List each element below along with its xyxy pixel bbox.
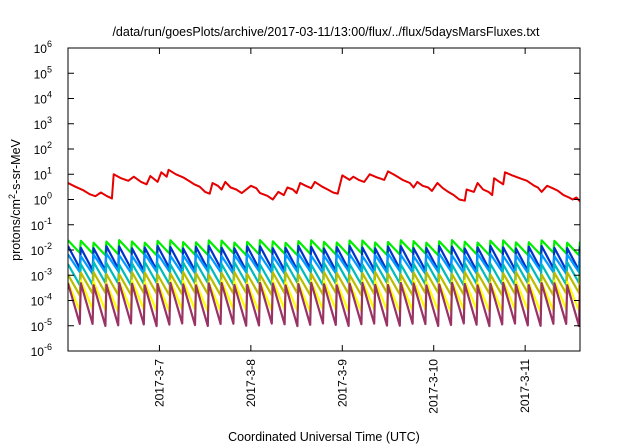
x-tick-label: 2017-3-10	[427, 359, 441, 414]
y-tick-label: 103	[34, 115, 52, 132]
y-tick-label: 101	[34, 165, 52, 182]
x-tick-label: 2017-3-7	[152, 359, 166, 407]
x-tick-label: 2017-3-8	[244, 359, 258, 407]
series-line-8	[68, 281, 580, 328]
x-tick-label: 2017-3-9	[335, 359, 349, 407]
y-tick-label: 100	[34, 191, 52, 208]
y-tick-label: 10-3	[31, 266, 52, 283]
y-tick-label: 10-5	[31, 317, 52, 334]
x-tick-label: 2017-3-11	[518, 359, 532, 413]
y-tick-label: 10-1	[31, 216, 52, 233]
y-axis-label: protons/cm2-s-sr-MeV	[7, 138, 23, 260]
y-tick-label: 10-6	[31, 342, 52, 359]
y-tick-label: 10-4	[31, 292, 52, 309]
chart-title: /data/run/goesPlots/archive/2017-03-11/1…	[112, 25, 540, 39]
y-tick-label: 10-2	[31, 241, 52, 258]
y-tick-label: 106	[34, 39, 52, 56]
y-tick-label: 102	[34, 140, 52, 157]
x-axis-label: Coordinated Universal Time (UTC)	[228, 430, 420, 444]
y-tick-label: 104	[34, 90, 52, 107]
y-tick-label: 105	[34, 64, 52, 81]
series-line-1	[68, 168, 580, 202]
